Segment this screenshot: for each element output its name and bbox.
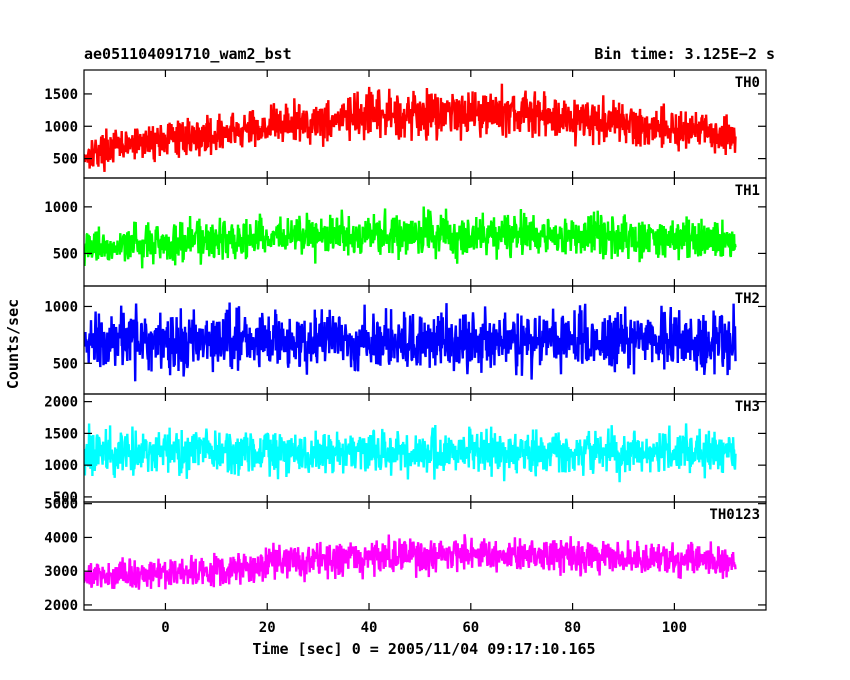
panels-group: 50010001500TH05001000TH15001000TH2500100… xyxy=(44,69,767,636)
series-line-th1 xyxy=(84,206,737,269)
series-line-th2 xyxy=(84,302,737,382)
y-tick-label: 1500 xyxy=(44,87,78,103)
panel-label-th2: TH2 xyxy=(735,291,760,307)
panel-label-th3: TH3 xyxy=(735,399,760,415)
chart-title-right: Bin time: 3.125E−2 s xyxy=(594,45,775,63)
panel-frame-th0123 xyxy=(83,501,767,611)
y-tick-label: 3000 xyxy=(44,564,78,580)
y-tick-label: 1500 xyxy=(44,426,78,442)
y-tick-label: 5000 xyxy=(44,497,78,513)
series-line-th0 xyxy=(84,83,737,172)
y-tick-label: 1000 xyxy=(44,200,78,216)
y-tick-label: 2000 xyxy=(44,395,78,411)
x-tick-label: 100 xyxy=(662,620,687,636)
series-line-th3 xyxy=(84,423,737,483)
x-axis-label: Time [sec] 0 = 2005/11/04 09:17:10.165 xyxy=(252,640,595,658)
x-tick-label: 40 xyxy=(361,620,378,636)
y-tick-label: 1000 xyxy=(44,458,78,474)
chart-title-left: ae051104091710_wam2_bst xyxy=(84,45,292,63)
y-axis-label: Counts/sec xyxy=(4,299,22,389)
y-tick-label: 2000 xyxy=(44,598,78,614)
panel-label-th0123: TH0123 xyxy=(709,507,760,523)
y-tick-label: 1000 xyxy=(44,119,78,135)
x-tick-label: 20 xyxy=(259,620,276,636)
x-tick-label: 0 xyxy=(161,620,169,636)
x-tick-label: 60 xyxy=(462,620,479,636)
series-line-th0123 xyxy=(84,534,737,590)
y-tick-label: 500 xyxy=(53,152,78,168)
panel-label-th1: TH1 xyxy=(735,183,760,199)
x-tick-label: 80 xyxy=(564,620,581,636)
y-tick-label: 1000 xyxy=(44,299,78,315)
y-tick-label: 500 xyxy=(53,246,78,262)
y-tick-label: 500 xyxy=(53,490,78,506)
y-tick-label: 4000 xyxy=(44,530,78,546)
y-tick-label: 500 xyxy=(53,356,78,372)
panel-label-th0: TH0 xyxy=(735,75,760,91)
